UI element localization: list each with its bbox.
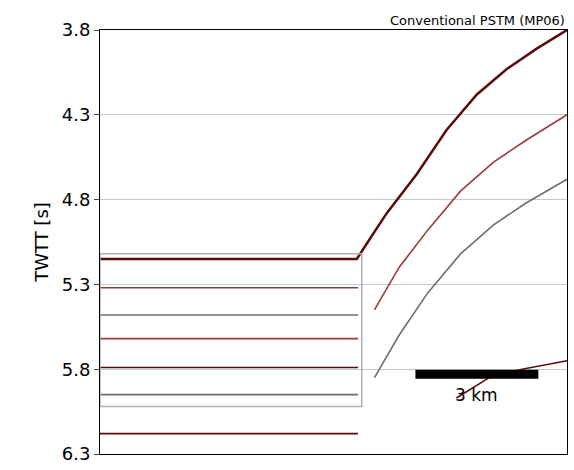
svg-text:3.8: 3.8 — [62, 19, 91, 40]
svg-text:5.3: 5.3 — [62, 274, 91, 295]
svg-text:4.3: 4.3 — [62, 104, 91, 125]
svg-text:5.8: 5.8 — [62, 359, 91, 380]
svg-text:6.3: 6.3 — [62, 443, 91, 464]
svg-text:Conventional PSTM (MP06): Conventional PSTM (MP06) — [390, 13, 565, 28]
svg-text:4.8: 4.8 — [62, 189, 91, 210]
svg-text:TWTT [s]: TWTT [s] — [31, 202, 52, 283]
svg-text:3 km: 3 km — [455, 385, 498, 405]
